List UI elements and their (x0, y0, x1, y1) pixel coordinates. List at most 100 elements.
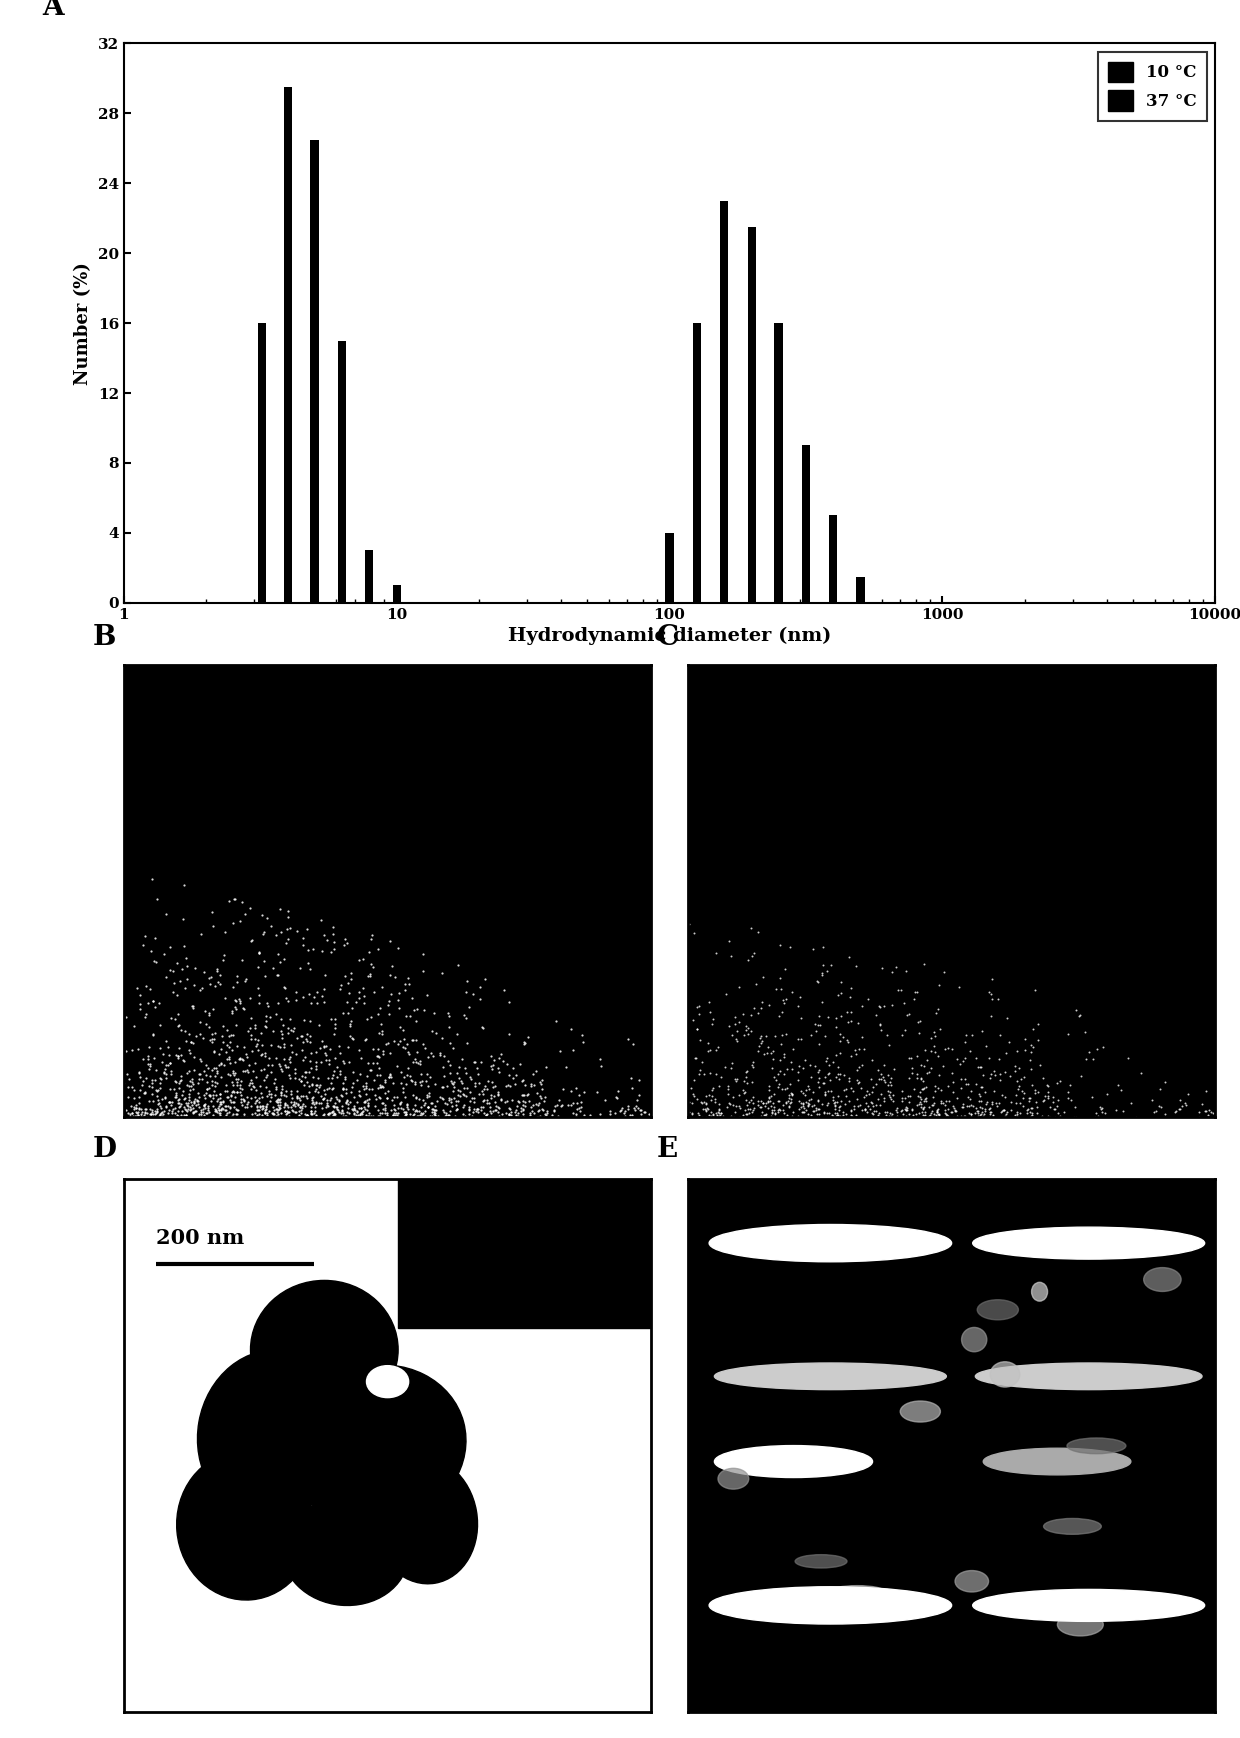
Point (347, 1102, 367, 1130)
Point (388, 1102, 408, 1130)
Point (1071, 1062, 1091, 1090)
Point (226, 885, 246, 912)
Point (595, 1086, 615, 1114)
Point (968, 1053, 988, 1081)
Point (1014, 1062, 1034, 1090)
Point (720, 1090, 740, 1118)
Point (210, 1079, 229, 1107)
Point (521, 1098, 541, 1126)
Point (934, 1051, 954, 1079)
Point (1047, 1069, 1066, 1097)
Point (334, 1076, 353, 1104)
Point (402, 1065, 422, 1093)
Point (755, 1100, 775, 1128)
Point (724, 1098, 744, 1126)
Point (129, 1083, 149, 1111)
Point (124, 1093, 144, 1121)
Ellipse shape (795, 1556, 847, 1568)
Point (330, 1057, 350, 1085)
Point (971, 1100, 991, 1128)
Point (272, 1024, 291, 1051)
Point (990, 1045, 1009, 1072)
Point (167, 1043, 187, 1071)
Point (177, 952, 197, 980)
Point (856, 1095, 875, 1123)
Point (187, 1086, 207, 1114)
Point (761, 1102, 781, 1130)
Point (630, 1097, 650, 1124)
Point (203, 1093, 223, 1121)
Point (503, 1064, 523, 1091)
Point (248, 1097, 268, 1124)
Point (371, 994, 391, 1022)
Point (866, 1091, 885, 1119)
Point (140, 1100, 160, 1128)
Point (336, 1102, 356, 1130)
Point (301, 1097, 321, 1124)
Point (985, 1062, 1004, 1090)
Point (253, 1091, 273, 1119)
Point (928, 1095, 947, 1123)
Point (870, 1010, 890, 1038)
Point (833, 1098, 853, 1126)
Point (682, 1100, 702, 1128)
Point (1022, 1055, 1042, 1083)
Point (972, 1093, 992, 1121)
Ellipse shape (983, 1448, 1131, 1476)
Point (148, 1086, 167, 1114)
Point (136, 1102, 156, 1130)
Point (694, 1088, 714, 1116)
Point (417, 1060, 436, 1088)
Point (743, 1083, 763, 1111)
Point (222, 1078, 242, 1105)
Point (234, 996, 254, 1024)
Point (750, 1093, 770, 1121)
Point (706, 1100, 725, 1128)
Point (274, 1045, 294, 1072)
Point (144, 1100, 164, 1128)
Point (360, 961, 379, 989)
Point (288, 1078, 308, 1105)
Point (353, 945, 373, 973)
Point (217, 1078, 237, 1105)
Point (314, 1076, 334, 1104)
Point (999, 1062, 1019, 1090)
Point (777, 1102, 797, 1130)
Point (250, 1093, 270, 1121)
Point (254, 1065, 274, 1093)
Point (975, 1095, 994, 1123)
Point (200, 1001, 219, 1029)
Point (289, 1102, 309, 1130)
Point (877, 1102, 897, 1130)
Point (925, 1022, 945, 1050)
Point (207, 1097, 227, 1124)
Point (130, 1064, 150, 1091)
Point (231, 1071, 250, 1098)
Point (197, 1100, 217, 1128)
Point (397, 1090, 417, 1118)
Point (1012, 1065, 1032, 1093)
Point (306, 1102, 326, 1130)
Point (117, 1003, 136, 1031)
Point (130, 980, 150, 1008)
Point (982, 985, 1002, 1013)
Point (810, 1012, 830, 1039)
Point (513, 1091, 533, 1119)
Point (981, 1060, 1001, 1088)
Point (255, 1097, 275, 1124)
Point (722, 1102, 742, 1130)
Point (849, 1053, 869, 1081)
Point (467, 1095, 487, 1123)
Point (219, 1086, 239, 1114)
Point (239, 1071, 259, 1098)
Point (983, 1102, 1003, 1130)
Point (330, 1060, 350, 1088)
Point (844, 1093, 864, 1121)
Point (694, 1095, 714, 1123)
Point (335, 925, 355, 952)
Point (837, 1027, 857, 1055)
Point (1117, 1045, 1137, 1072)
Point (195, 1083, 215, 1111)
Point (496, 1098, 516, 1126)
Point (484, 1074, 503, 1102)
